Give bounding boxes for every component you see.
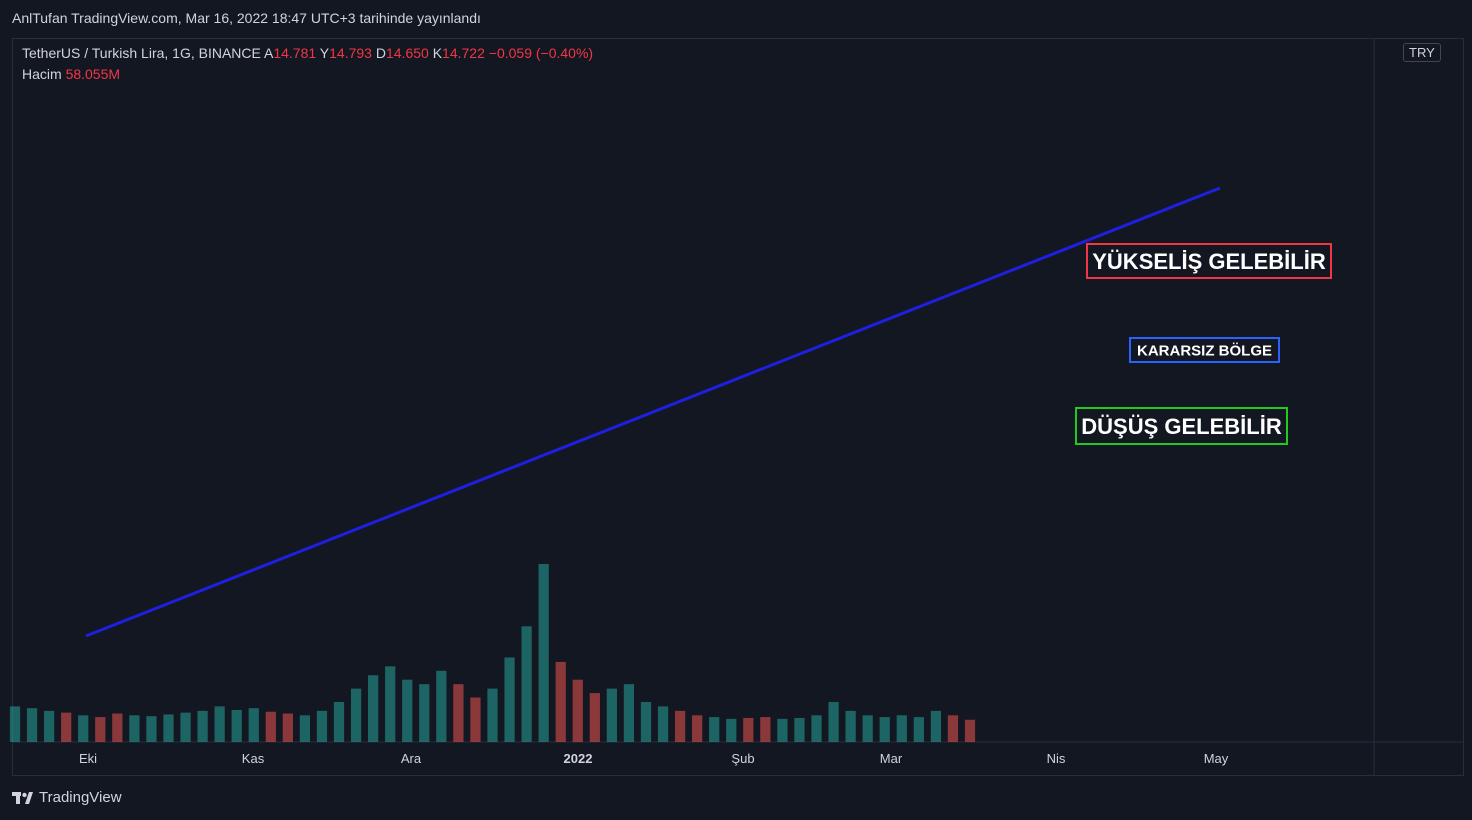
volume-bar <box>299 715 311 742</box>
volume-bar <box>709 717 720 742</box>
x-tick-label: May <box>1204 751 1229 766</box>
volume-bar <box>726 718 737 742</box>
volume-bar <box>265 711 276 742</box>
volume-bar <box>555 661 566 742</box>
volume-bar <box>623 684 635 742</box>
volume-bar <box>197 710 208 742</box>
annotation-box <box>1129 337 1280 363</box>
volume-bar <box>760 717 771 742</box>
annotation-box <box>1086 243 1332 279</box>
high-value: 14.793 <box>329 45 372 61</box>
volume-value: 58.055M <box>65 66 121 82</box>
change-value: −0.059 (−0.40%) <box>488 45 594 61</box>
close-value: 14.722 <box>442 45 485 61</box>
x-tick-label: 2022 <box>564 751 593 766</box>
volume-bar <box>9 706 21 742</box>
volume-bar <box>163 714 174 742</box>
volume-bar <box>896 715 907 742</box>
volume-bar <box>402 679 413 742</box>
volume-bar <box>248 708 259 742</box>
volume-legend: Hacim 58.055M <box>22 66 120 82</box>
volume-bar <box>913 717 924 742</box>
volume-bar <box>487 688 498 742</box>
tradingview-logo-icon <box>12 791 33 804</box>
volume-bar <box>385 666 396 742</box>
volume-bar <box>504 657 515 742</box>
x-tick-label: Ara <box>401 751 422 766</box>
volume-bar <box>657 706 669 742</box>
symbol-name: TetherUS / Turkish Lira, 1G, BINANCE <box>22 45 261 61</box>
volume-bar <box>214 706 225 742</box>
volume-bar <box>811 715 822 742</box>
chart-frame <box>12 38 1464 776</box>
x-tick-label: Nis <box>1047 751 1066 766</box>
x-tick-label: Şub <box>731 751 754 766</box>
annotation-label: YÜKSELİŞ GELEBİLİR <box>1092 249 1326 274</box>
annotation-label: KARARSIZ BÖLGE <box>1137 342 1272 359</box>
volume-bar <box>879 717 890 742</box>
x-tick-label: Kas <box>242 751 265 766</box>
currency-button[interactable]: TRY <box>1403 43 1441 62</box>
volume-bar <box>777 718 788 742</box>
high-label: Y <box>319 45 330 61</box>
volume-bar <box>436 670 447 742</box>
volume-bar <box>572 679 583 742</box>
volume-bar <box>930 710 942 742</box>
annotation-label: DÜŞÜŞ GELEBİLİR <box>1081 414 1282 439</box>
volume-bar <box>692 715 703 742</box>
volume-bar <box>538 564 549 742</box>
volume-bar <box>947 715 959 742</box>
volume-bar <box>845 710 856 742</box>
volume-bar <box>146 716 157 742</box>
volume-bar <box>453 684 464 742</box>
symbol-legend: TetherUS / Turkish Lira, 1G, BINANCE A14… <box>22 45 593 61</box>
footer: TradingView <box>12 789 122 806</box>
volume-bar <box>112 713 123 742</box>
volume-bar <box>316 710 328 742</box>
volume-bar <box>26 708 38 742</box>
volume-bar <box>674 710 686 742</box>
volume-bar <box>862 715 873 742</box>
uptrend-line <box>85 186 1221 638</box>
volume-label: Hacim <box>22 66 62 82</box>
volume-bar <box>180 712 191 742</box>
volume-bar <box>794 717 805 742</box>
publisher-line: AnlTufan TradingView.com, Mar 16, 2022 1… <box>12 10 481 26</box>
x-tick-label: Mar <box>880 751 903 766</box>
volume-bar <box>282 713 293 742</box>
volume-bar <box>350 688 362 742</box>
volume-bar <box>470 697 481 742</box>
volume-bar <box>521 626 532 742</box>
low-value: 14.650 <box>385 45 429 61</box>
open-value: 14.781 <box>273 45 317 61</box>
volume-bar <box>95 717 106 742</box>
volume-bar <box>231 709 242 742</box>
low-label: D <box>375 45 386 61</box>
volume-bar <box>78 715 89 742</box>
volume-bar <box>43 710 55 742</box>
close-label: K <box>432 45 443 61</box>
volume-bar <box>419 684 430 742</box>
volume-bar <box>964 719 976 742</box>
open-label: A <box>263 45 274 61</box>
volume-bar <box>606 688 617 742</box>
footer-brand: TradingView <box>39 789 122 806</box>
x-tick-label: Eki <box>79 751 97 766</box>
volume-bar <box>129 715 140 742</box>
volume-bar <box>61 712 72 742</box>
annotation-box <box>1075 407 1288 445</box>
volume-bar <box>743 717 754 742</box>
volume-bar <box>828 701 839 742</box>
volume-bar <box>640 701 652 742</box>
volume-bar <box>368 675 379 742</box>
volume-bar <box>333 701 345 742</box>
volume-bar <box>589 693 600 742</box>
